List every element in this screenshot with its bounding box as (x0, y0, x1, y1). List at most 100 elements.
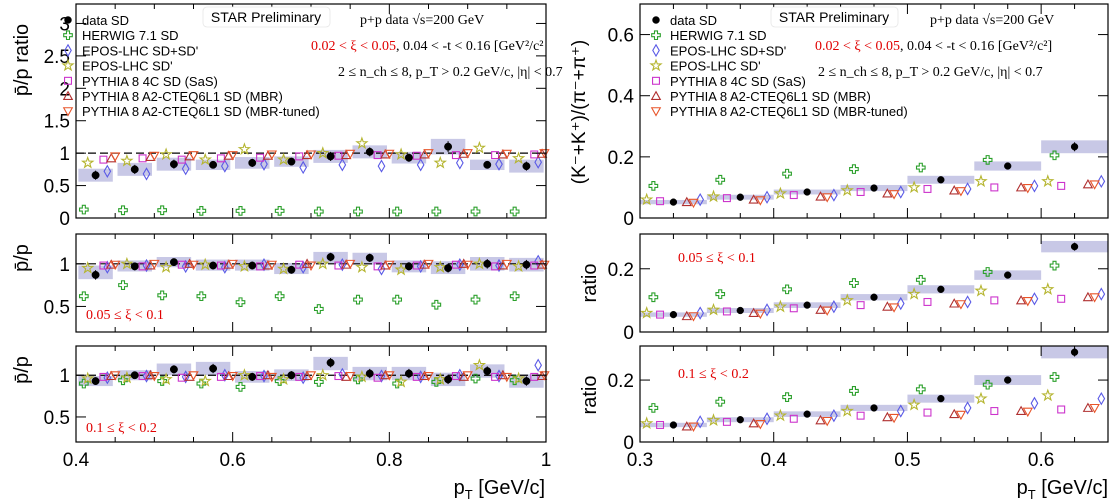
right-top-square-marker (1057, 181, 1066, 190)
left-top-square-marker (256, 153, 265, 162)
left-mid-square-marker (451, 260, 460, 269)
left-top-data-point (130, 165, 139, 174)
left-mid-data-point (483, 259, 492, 268)
right-mid-triangle-down-marker (1089, 293, 1100, 303)
left-top-ytick-label: 1 (59, 144, 70, 165)
left-bot-data-point (248, 372, 257, 381)
right-top-square-marker (856, 188, 865, 197)
xtick-label: 0.6 (1028, 450, 1054, 471)
right-bot-diamond-marker (1097, 391, 1106, 406)
left-mid-xi-label: 0.05 ≤ ξ < 0.1 (86, 308, 164, 323)
left-mid-data-point (326, 253, 335, 261)
left-top-ytick-label: 2.5 (44, 47, 70, 68)
left-mid-star-marker (472, 256, 487, 270)
right-mid-diamond-marker (763, 303, 771, 317)
right-top-star-marker (974, 174, 988, 188)
legend-entry-label: PYTHIA 8 A2-CTEQ6L1 SD (MBR) (82, 89, 283, 104)
right-mid-data-point (1070, 242, 1079, 251)
left-mid-triangle-down-marker (305, 261, 317, 271)
right-bot-panel: 00.2 ratio 0.1 ≤ ξ < 0.2 0.3 0.4 0.5 0.6 pT… (579, 345, 1109, 502)
right-top-triangle-down-marker (955, 187, 967, 197)
left-mid-data-point (404, 262, 413, 271)
legend-entry-label: PYTHIA 8 A2-CTEQ6L1 SD (MBR-tuned) (670, 104, 908, 119)
right-top-star-marker (1041, 174, 1055, 188)
left-mid-star-marker (120, 256, 134, 270)
left-bot-data-point (91, 377, 100, 386)
legend-entry-label: HERWIG 7.1 SD (670, 28, 767, 43)
right-xlabel: pT [GeV/c] (1017, 477, 1108, 502)
left-top-star-marker (315, 146, 330, 159)
right-top-diamond-marker (963, 182, 972, 196)
left-mid-triangle-down-marker (227, 259, 238, 270)
left-top-star-marker (159, 147, 173, 161)
left-bot-ytick-label: 0.5 (44, 408, 70, 429)
right-mid-plot-area (640, 240, 1108, 322)
left-bot-triangle-down-marker (305, 371, 317, 381)
right-bot-triangle-down-marker (955, 410, 967, 421)
legend-triangle-down-marker (62, 107, 74, 117)
left-top-triangle-down-marker (227, 151, 238, 161)
left-mid-square-marker (530, 261, 539, 270)
left-top-data-point (91, 171, 100, 180)
left-mid-triangle-down-marker (344, 259, 356, 270)
left-mid-diamond-marker (299, 260, 308, 274)
left-mid-diamond-marker (377, 262, 386, 276)
left-top-star-marker (237, 142, 252, 155)
left-top-cross-marker (196, 206, 207, 216)
right-bot-star-marker (640, 416, 654, 430)
left-top-ytick-label: 2 (59, 79, 70, 100)
right-top-data-point (1004, 162, 1012, 170)
xtick-label: 0.3 (627, 450, 653, 471)
left-bot-triangle-down-marker (344, 372, 356, 382)
left-mid-cross-marker (353, 294, 363, 305)
left-mid-data-point (444, 264, 453, 273)
right-mid-panel: 00.2 ratio 0.05 ≤ ξ < 0.1 (579, 233, 1109, 344)
right-bot-diamond-marker (696, 415, 705, 429)
left-bot-square-marker (334, 372, 343, 381)
right-top-square-marker (923, 184, 932, 193)
right-top-square-marker (990, 183, 999, 192)
left-top-star-marker (198, 152, 213, 166)
right-bot-triangle-down-marker (755, 420, 766, 430)
right-bot-star-marker (773, 408, 788, 422)
left-mid-data-point (130, 262, 139, 271)
right-mid-triangle-up-marker (1082, 291, 1094, 302)
left-mid-triangle-up-marker (301, 258, 313, 268)
right-mid-cross-marker (915, 274, 926, 285)
legend-cross-marker (651, 30, 661, 41)
left-top-star-marker (433, 155, 448, 169)
right-top-triangle-up-marker (1082, 178, 1094, 189)
right-top-ytick-label: 0.2 (608, 148, 634, 169)
left-top-star-marker (120, 153, 134, 167)
left-top-triangle-down-marker (344, 149, 356, 160)
right-mid-square-marker (1057, 294, 1066, 303)
right-top-star-marker (706, 189, 721, 203)
left-bot-data-point (522, 377, 531, 386)
right-top-cross-marker (849, 164, 859, 174)
left-top-star-marker (80, 155, 95, 169)
right-top-square-marker (722, 194, 731, 203)
left-bot-triangle-up-marker (262, 369, 274, 380)
right-top-triangle-down-marker (1022, 184, 1034, 194)
right-top-data-point (669, 198, 678, 206)
left-top-square-marker (334, 151, 343, 160)
left-mid-ylabel: p̄/p (11, 244, 33, 272)
legend-triangle-down-marker (650, 107, 662, 117)
right-mid-cross-marker (715, 289, 726, 299)
left-bot-star-marker (80, 371, 95, 385)
right-mid-square-marker (789, 304, 798, 313)
left-top-data-point (209, 160, 218, 169)
legend-square-marker (64, 76, 72, 85)
xtick-label: 0.4 (761, 450, 788, 471)
right-top-star-marker (640, 192, 654, 206)
left-top-cross-marker (118, 205, 128, 216)
right-mid-cross-marker (1049, 260, 1060, 271)
left-bot-triangle-up-marker (419, 370, 430, 381)
right-top-diamond-marker (1097, 174, 1106, 189)
left-top-diamond-marker (338, 158, 347, 172)
left-mid-cross-marker (118, 280, 128, 290)
left-mid-ytick-label: 0.5 (44, 297, 70, 318)
left-mid-square-marker (216, 261, 225, 270)
left-top-cross-marker (78, 204, 89, 215)
